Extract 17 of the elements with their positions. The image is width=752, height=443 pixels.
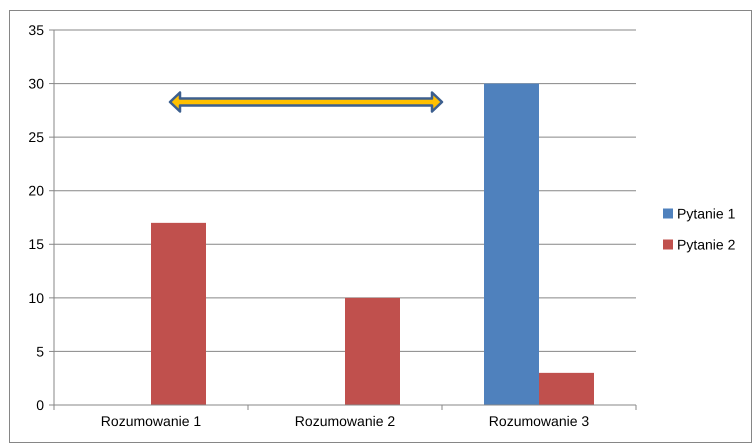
legend-label: Pytanie 2 [677, 236, 736, 252]
y-tick-label: 20 [28, 182, 44, 199]
bar [539, 372, 594, 405]
y-tick-label: 30 [28, 75, 44, 92]
y-tick-label: 0 [36, 396, 44, 413]
bar [151, 222, 206, 405]
x-tick-label: Rozumowanie 3 [488, 413, 590, 429]
bar [345, 298, 400, 405]
x-tick-label: Rozumowanie 1 [100, 413, 202, 429]
y-tick-label: 35 [28, 22, 44, 38]
x-tick-label: Rozumowanie 2 [294, 413, 396, 429]
legend-label: Pytanie 1 [677, 205, 736, 222]
bar [484, 84, 539, 405]
y-tick-label: 25 [28, 129, 44, 146]
y-tick-label: 10 [28, 290, 44, 306]
y-tick-label: 15 [28, 236, 44, 252]
y-tick-label: 5 [36, 343, 44, 360]
